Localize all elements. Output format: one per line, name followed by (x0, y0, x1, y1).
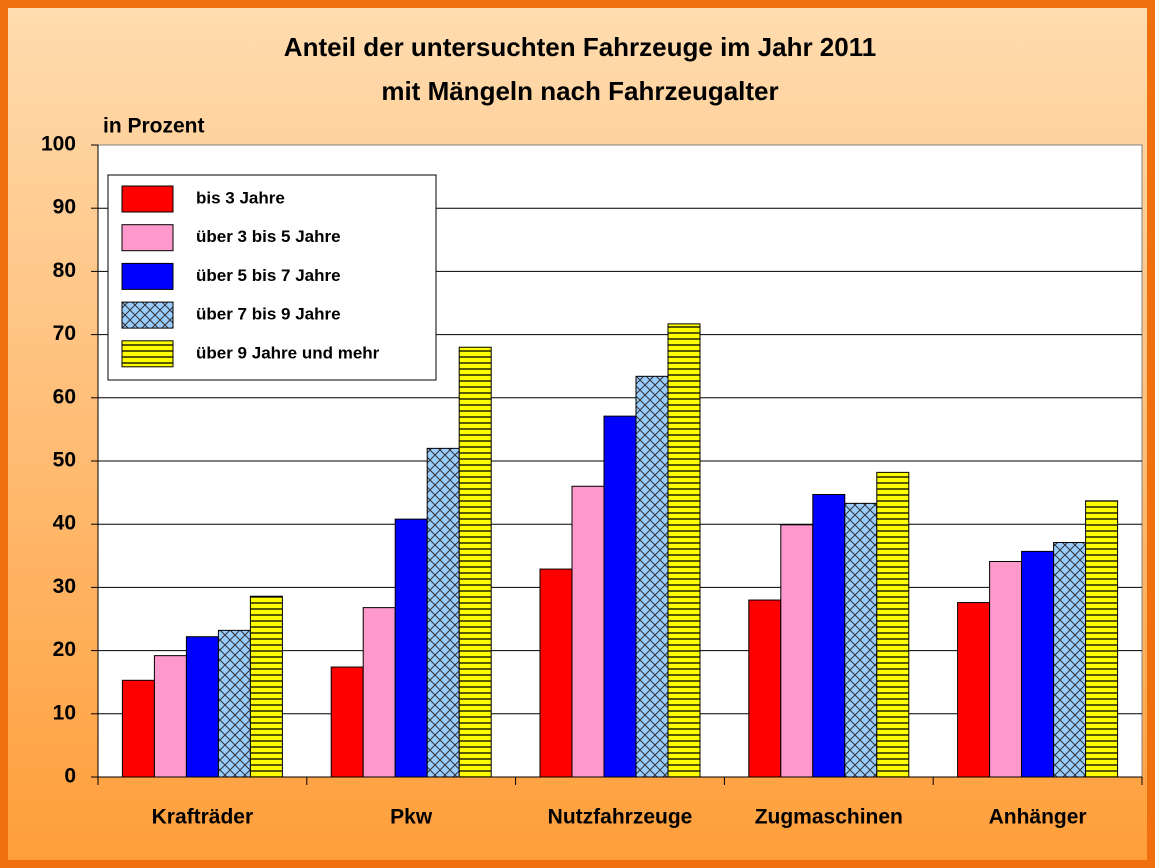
bar (748, 599, 782, 778)
bar (330, 666, 364, 778)
bar (957, 602, 991, 778)
bar (780, 524, 814, 778)
bar (876, 471, 910, 778)
chart-title: Anteil der untersuchten Fahrzeuge im Jah… (284, 32, 876, 62)
chart-title: mit Mängeln nach Fahrzeugalter (381, 76, 778, 106)
legend-swatch (121, 340, 174, 368)
bar (249, 595, 283, 778)
bar (844, 502, 878, 778)
bar (539, 568, 573, 778)
bar (217, 629, 251, 778)
bar (603, 415, 637, 778)
y-tick-label: 90 (53, 196, 76, 219)
bar (1021, 550, 1055, 778)
bar (362, 607, 396, 778)
x-tick-label: Pkw (390, 806, 433, 829)
y-tick-label: 30 (53, 575, 76, 598)
bar (394, 518, 428, 778)
legend-swatch (121, 185, 174, 213)
bar (458, 346, 492, 778)
y-tick-label: 20 (53, 638, 76, 661)
legend-label: über 9 Jahre und mehr (196, 343, 380, 362)
bar (989, 560, 1023, 778)
legend-label: über 5 bis 7 Jahre (196, 266, 341, 285)
bar (812, 493, 846, 778)
x-tick-label: Krafträder (152, 806, 254, 829)
bar (635, 375, 669, 778)
x-tick-label: Zugmaschinen (755, 806, 903, 829)
x-tick-label: Nutzfahrzeuge (548, 806, 693, 829)
bar (121, 679, 155, 778)
legend-swatch (121, 224, 174, 252)
legend-label: über 3 bis 5 Jahre (196, 227, 341, 246)
legend-label: über 7 bis 9 Jahre (196, 305, 341, 324)
bar (1085, 500, 1119, 778)
legend-label: bis 3 Jahre (196, 188, 285, 207)
y-tick-label: 0 (64, 765, 76, 788)
bar (426, 447, 460, 778)
y-tick-label: 100 (41, 133, 76, 156)
x-tick-label: Anhänger (989, 806, 1087, 829)
y-tick-label: 70 (53, 322, 76, 345)
legend-swatch (121, 262, 174, 290)
y-tick-label: 60 (53, 385, 76, 408)
bar (1053, 542, 1087, 778)
y-tick-label: 10 (53, 701, 76, 724)
bar (185, 636, 219, 778)
bar (153, 655, 187, 778)
y-tick-label: 80 (53, 259, 76, 282)
y-tick-label: 50 (53, 449, 76, 472)
bar (571, 485, 605, 778)
legend-swatch (121, 301, 174, 329)
bar (667, 323, 701, 778)
y-tick-label: 40 (53, 512, 76, 535)
y-axis-label: in Prozent (103, 115, 205, 138)
